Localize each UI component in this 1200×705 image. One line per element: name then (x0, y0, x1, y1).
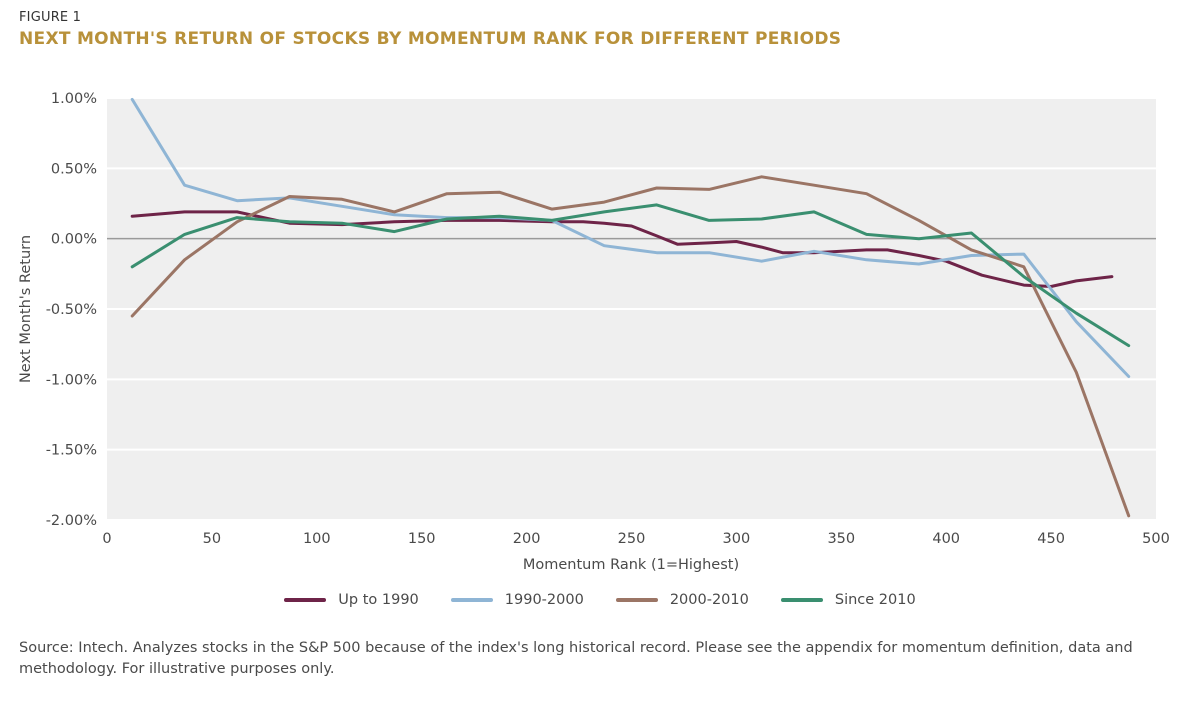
x-tick-label: 350 (827, 531, 855, 547)
y-tick-label: -1.00% (46, 372, 97, 388)
legend-label: Since 2010 (834, 592, 916, 608)
x-tick-label: 0 (102, 531, 111, 547)
y-axis-ticks: 1.00% 0.50% 0.00% -0.50% -1.00% -1.50% -2.00% (46, 91, 97, 529)
legend-label: 2000-2010 (669, 592, 749, 608)
x-tick-label: 400 (932, 531, 960, 547)
x-tick-label: 450 (1037, 531, 1065, 547)
legend-item: Up to 1990 (284, 592, 419, 608)
x-axis-label: Momentum Rank (1=Highest) (523, 557, 739, 573)
grid-lines (107, 97, 1156, 521)
y-tick-label: -1.50% (46, 443, 97, 459)
source-note: Source: Intech. Analyzes stocks in the S… (19, 640, 1133, 677)
legend-label: Up to 1990 (338, 592, 419, 608)
legend-item: Since 2010 (780, 592, 916, 608)
legend-swatch (780, 598, 823, 602)
y-tick-label: 0.50% (51, 161, 97, 177)
series-line-2 (130, 97, 1131, 378)
x-tick-label: 200 (513, 531, 541, 547)
x-tick-label: 500 (1142, 531, 1170, 547)
x-axis-ticks: 0 50 100 150 200 250 300 350 400 450 500 (102, 531, 1169, 547)
series-line-3 (130, 175, 1131, 518)
x-tick-label: 50 (203, 531, 221, 547)
x-tick-label: 300 (723, 531, 751, 547)
y-tick-label: 0.00% (51, 232, 97, 248)
legend-swatch (450, 598, 493, 602)
y-axis-label: Next Month's Return (18, 235, 34, 383)
x-tick-label: 150 (408, 531, 436, 547)
legend-item: 2000-2010 (615, 592, 749, 608)
y-tick-label: -2.00% (46, 513, 97, 529)
chart-legend: Up to 1990 1990-2000 2000-2010 Since 2010 (0, 592, 1200, 608)
series-line-1 (130, 210, 1114, 288)
legend-item: 1990-2000 (450, 592, 584, 608)
chart-title: NEXT MONTH'S RETURN OF STOCKS BY MOMENTU… (19, 29, 842, 49)
figure-label: FIGURE 1 (19, 10, 82, 25)
y-tick-label: -0.50% (46, 302, 97, 318)
x-tick-label: 100 (303, 531, 331, 547)
y-tick-label: 1.00% (51, 91, 97, 107)
legend-swatch (615, 598, 658, 602)
series-line-4 (130, 203, 1131, 348)
series-lines (130, 97, 1131, 518)
legend-label: 1990-2000 (504, 592, 584, 608)
line-chart: 1.00%0.50%0.00%-0.50%-1.00%-1.50%-2.00% … (18, 91, 1170, 573)
legend-swatch (284, 598, 327, 602)
x-tick-label: 250 (618, 531, 646, 547)
